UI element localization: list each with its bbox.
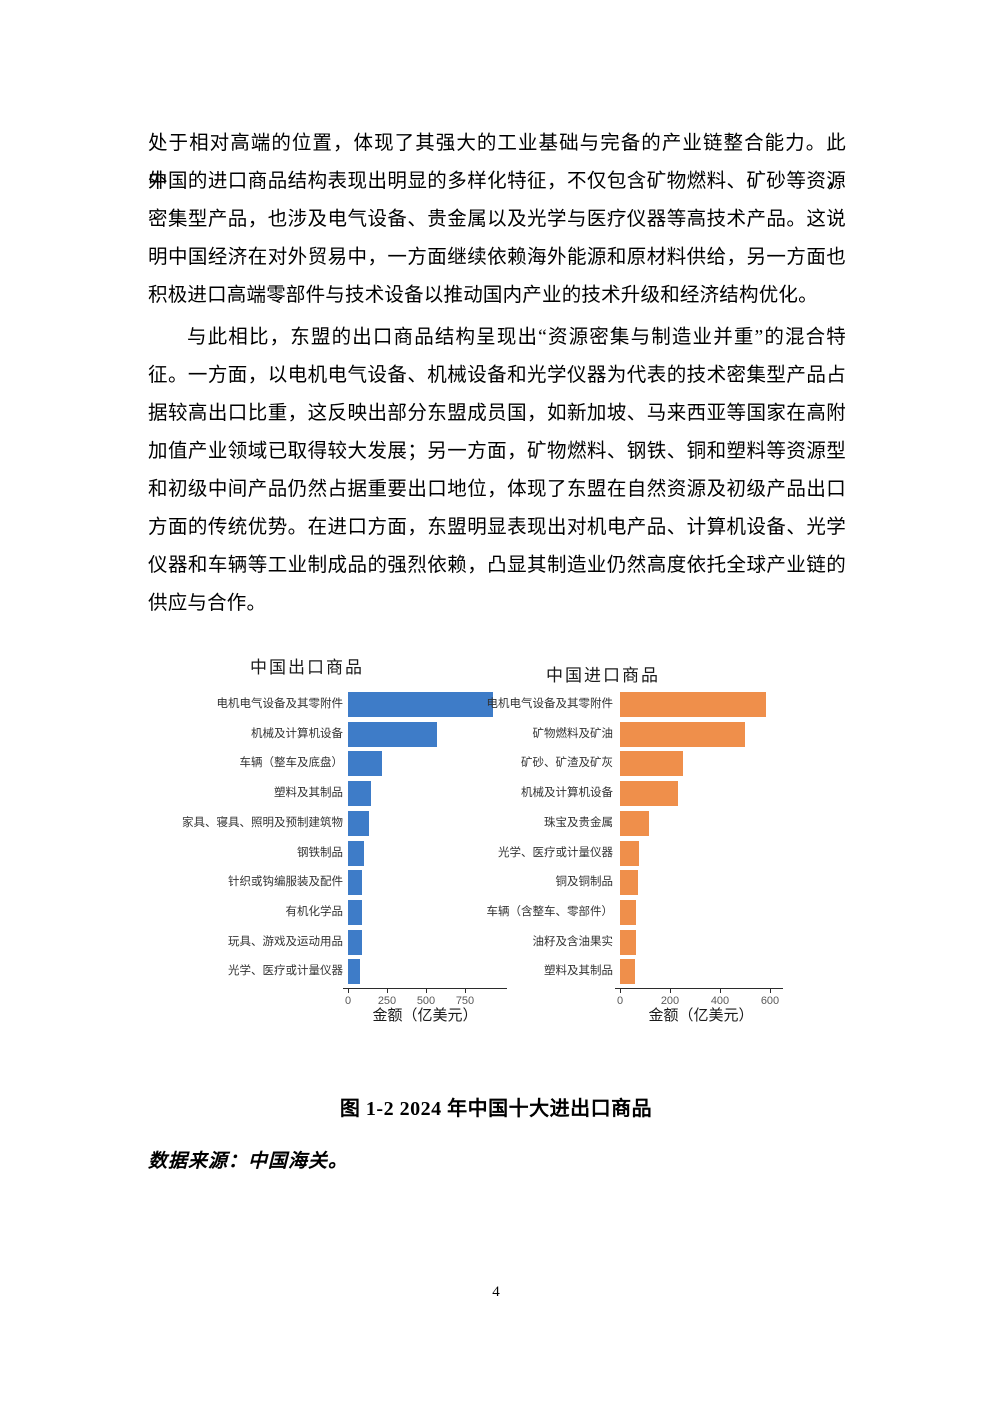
export-x-axis-label: 金额（亿美元） (372, 1007, 478, 1024)
text-line: 方面的传统优势。在进口方面，东盟明显表现出对机电产品、计算机设备、光学 (148, 517, 846, 538)
text-line: 积极进口高端零部件与技术设备以推动国内产业的技术升级和经济结构优化。 (148, 285, 818, 306)
figure-caption: 图 1-2 2024 年中国十大进出口商品 (339, 1098, 653, 1120)
export-bar (348, 721, 437, 747)
import-category-label: 矿砂、矿渣及矿灰 (521, 757, 613, 770)
import-category-label: 光学、医疗或计量仪器 (498, 846, 613, 859)
import-category-label: 珠宝及贵金属 (544, 816, 613, 829)
text-line: 和初级中间产品仍然占据重要出口地位，体现了东盟在自然资源及初级产品出口 (148, 479, 846, 500)
export-category-label: 钢铁制品 (297, 846, 343, 859)
export-category-label: 光学、医疗或计量仪器 (228, 965, 343, 978)
text-line: 处于相对高端的位置，体现了其强大的工业基础与完备的产业链整合能力。此外， (148, 133, 846, 192)
import-bar (620, 810, 649, 836)
import-category-label: 油籽及含油果实 (532, 935, 614, 948)
import-bar (620, 929, 636, 955)
import-bar (620, 781, 678, 807)
text-line: 明中国经济在对外贸易中，一方面继续依赖海外能源和原材料供给，另一方面也 (148, 247, 846, 268)
export-bar (348, 810, 370, 836)
export-category-label: 电机电气设备及其零附件 (216, 698, 344, 710)
paragraph-2: 与此相比，东盟的出口商品结构呈现出“资源密集与制造业并重”的混合特征。一方面，以… (148, 319, 846, 623)
export-bar (348, 870, 362, 896)
export-x-tick-mark (387, 989, 388, 993)
import-x-tick-label: 200 (660, 995, 680, 1007)
export-bar (348, 751, 383, 777)
import-bar (620, 959, 635, 985)
text-line: 与此相比，东盟的出口商品结构呈现出“资源密集与制造业并重”的混合特 (187, 327, 846, 348)
data-source-note: 数据来源：中国海关。 (148, 1151, 349, 1172)
text-line: 仪器和车辆等工业制成品的强烈依赖，凸显其制造业仍然高度依托全球产业链的 (148, 555, 846, 576)
import-bar (620, 692, 767, 717)
import-category-label: 铜及铜制品 (555, 876, 614, 889)
import-bar (620, 751, 683, 777)
import-chart-title: 中国进口商品 (546, 666, 660, 685)
export-chart-title: 中国出口商品 (250, 658, 364, 677)
text-line: 供应与合作。 (148, 593, 267, 614)
import-category-label: 电机电气设备及其零附件 (486, 698, 614, 710)
export-category-label: 机械及计算机设备 (251, 727, 343, 740)
import-bar (620, 899, 636, 925)
export-x-tick-mark (348, 989, 349, 993)
export-x-tick-label: 0 (344, 995, 352, 1007)
import-x-tick-label: 400 (710, 995, 730, 1007)
import-x-tick-mark (770, 989, 771, 993)
import-bar (620, 870, 639, 896)
export-x-tick-mark (426, 989, 427, 993)
export-category-label: 塑料及其制品 (274, 787, 343, 800)
import-x-axis-line (615, 988, 783, 990)
export-bar (348, 781, 371, 807)
import-bar (620, 721, 745, 747)
import-x-axis-label: 金额（亿美元） (648, 1007, 754, 1024)
export-bar (348, 692, 494, 717)
text-line: 加值产业领域已取得较大发展；另一方面，矿物燃料、钢铁、铜和塑料等资源型 (148, 441, 846, 462)
import-x-tick-label: 0 (616, 995, 624, 1007)
export-category-label: 玩具、游戏及运动用品 (228, 935, 343, 948)
import-category-label: 车辆（含整车、零部件） (486, 905, 614, 918)
import-x-tick-mark (670, 989, 671, 993)
import-x-tick-label: 600 (760, 995, 780, 1007)
export-x-tick-label: 750 (455, 995, 475, 1007)
export-bar (348, 899, 362, 925)
import-category-label: 机械及计算机设备 (521, 787, 613, 800)
import-x-tick-mark (620, 989, 621, 993)
export-category-label: 针织或钩编服装及配件 (228, 876, 343, 889)
export-x-tick-label: 250 (377, 995, 397, 1007)
text-line: 据较高出口比重，这反映出部分东盟成员国，如新加坡、马来西亚等国家在高附 (148, 403, 846, 424)
export-category-label: 车辆（整车及底盘） (239, 757, 344, 770)
export-category-label: 家具、寝具、照明及预制建筑物 (182, 816, 343, 829)
export-x-axis-line (343, 988, 507, 990)
import-category-label: 塑料及其制品 (544, 965, 613, 978)
page-number: 4 (492, 1284, 500, 1300)
export-bar (348, 929, 362, 955)
import-x-tick-mark (720, 989, 721, 993)
text-line: 密集型产品，也涉及电气设备、贵金属以及光学与医疗仪器等高技术产品。这说 (148, 209, 846, 230)
export-category-label: 有机化学品 (285, 905, 344, 918)
export-bar (348, 840, 365, 866)
export-x-tick-mark (465, 989, 466, 993)
text-line: 中国的进口商品结构表现出明显的多样化特征，不仅包含矿物燃料、矿砂等资源 (148, 171, 846, 192)
import-category-label: 矿物燃料及矿油 (532, 727, 614, 740)
export-bar (348, 959, 361, 985)
export-x-tick-label: 500 (416, 995, 436, 1007)
paragraph-1: 处于相对高端的位置，体现了其强大的工业基础与完备的产业链整合能力。此外， 中国的进… (148, 125, 846, 315)
text-line: 征。一方面，以电机电气设备、机械设备和光学仪器为代表的技术密集型产品占 (148, 365, 846, 386)
import-bar (620, 840, 639, 866)
